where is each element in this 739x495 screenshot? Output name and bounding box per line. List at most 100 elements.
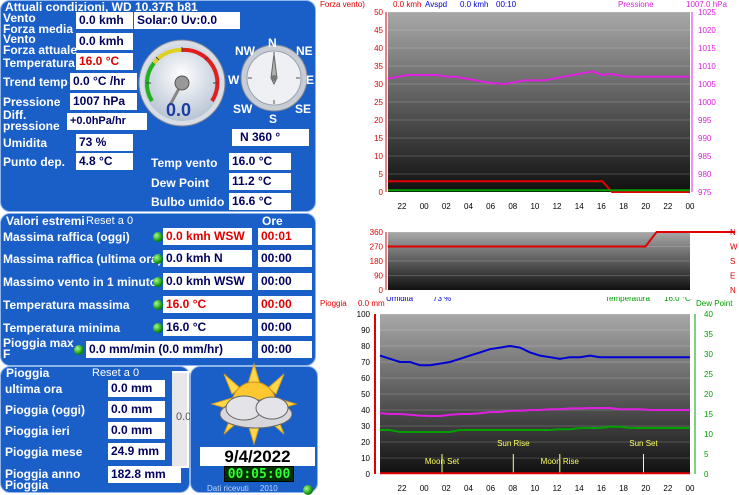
y-left-tick: 0: [366, 470, 371, 479]
y-right-label: E: [730, 272, 735, 281]
y-left-tick: 30: [374, 80, 383, 89]
y-right-tick: 1020: [698, 26, 716, 35]
y-left-tick: 0: [379, 286, 384, 295]
y-left-tick: 180: [370, 257, 384, 266]
y-left-tick: 20: [361, 438, 370, 447]
rain-bar-frame: [172, 371, 189, 468]
x-tick: 00: [686, 202, 695, 211]
extreme-label: Temperatura massima: [3, 298, 130, 312]
chart-header-left: Forza vento): [320, 0, 365, 9]
label-vento-attuale: Vento Forza attuale: [3, 32, 78, 57]
extreme-time: 00:00: [258, 250, 312, 267]
x-tick: 18: [619, 484, 628, 493]
x-tick: 00: [420, 484, 429, 493]
current-conditions-title: Attuali condizioni, WD 10.37R b81: [5, 0, 198, 14]
extreme-led: [153, 254, 163, 264]
extreme-value: 0.0 kmh WSW: [163, 273, 252, 290]
extreme-label: Massima raffica (ultima ora): [3, 252, 162, 266]
y-left-tick: 15: [374, 134, 383, 143]
wet-bulb-value: 16.6 °C: [229, 193, 291, 210]
rain-label: Pioggia mese: [5, 445, 83, 459]
data-received-led: [303, 485, 313, 495]
y-left-tick: 270: [370, 243, 384, 252]
chart-header-avspd: Avspd: [425, 0, 447, 9]
label-diff-pressione: Diff. pressione: [3, 108, 60, 133]
series-line: [388, 180, 690, 193]
y-left-tick: 10: [361, 454, 370, 463]
y-left-tick: 60: [361, 374, 370, 383]
label-vento-media: Vento Forza media: [3, 11, 74, 36]
extreme-time: 00:00: [258, 296, 312, 313]
y-left-tick: 360: [370, 228, 384, 237]
label-umidita: Umidita: [3, 136, 48, 150]
compass-w: W: [228, 73, 240, 87]
rain-reset[interactable]: Reset a 0: [92, 367, 140, 379]
extreme-led: [153, 323, 163, 333]
date-display: 9/4/2022: [200, 447, 315, 466]
extreme-value: 16.0 °C: [163, 296, 252, 313]
extreme-label: Temperatura minima: [3, 321, 121, 335]
chart-header-pressure-label: Pressione: [618, 0, 654, 9]
plot-background: [388, 12, 690, 192]
y-left-tick: 20: [374, 116, 383, 125]
rain-label: Pioggia anno Pioggia: [5, 467, 81, 492]
y-right-label: N: [730, 286, 736, 295]
extreme-time: 00:00: [258, 341, 312, 358]
x-tick: 18: [619, 202, 628, 211]
compass-sw: SW: [233, 102, 253, 116]
extreme-value: 0.0 kmh N: [163, 250, 252, 267]
annotation-label: Moon Set: [425, 457, 460, 466]
y-left-tick: 5: [379, 170, 384, 179]
series-line: [388, 231, 735, 248]
x-tick: 00: [420, 202, 429, 211]
y-right-tick: 0: [704, 470, 709, 479]
chart-header-humidity: Umidita: [386, 297, 414, 303]
series-line: [387, 70, 690, 86]
wind-current-value: 0.0 kmh: [76, 33, 133, 50]
x-tick: 20: [641, 202, 650, 211]
wind-speed-gauge: [138, 39, 226, 127]
compass-ne: NE: [296, 44, 313, 58]
solar-uv-value: Solar:0 Uv:0.0: [134, 12, 240, 29]
x-tick: 10: [530, 484, 539, 493]
extreme-time: 00:00: [258, 273, 312, 290]
wind-compass: [240, 44, 308, 112]
wind-pressure-chart: Forza vento) 0.0 kmh Avspd 0.0 kmh 00:10 Pres…: [320, 0, 727, 211]
extreme-label: Pioggia max F: [3, 336, 74, 361]
y-left-tick: 70: [361, 358, 370, 367]
y-left-tick: 25: [374, 98, 383, 107]
x-tick: 22: [398, 484, 407, 493]
chart-header-speed: 0.0 kmh: [393, 0, 421, 9]
y-left-tick: 10: [374, 152, 383, 161]
series-line: [379, 344, 690, 367]
series-line: [379, 407, 690, 417]
compass-s: S: [269, 112, 278, 126]
extremes-title: Valori estremi: [6, 214, 85, 228]
chart-header-dew: Dew Point: [696, 299, 733, 308]
y-left-tick: 35: [374, 62, 383, 71]
chart-header-temperature: Temperatura: [605, 297, 650, 303]
dewpoint-value: 4.8 °C: [76, 153, 133, 170]
y-right-tick: 1000: [698, 98, 716, 107]
temperature-value: 16.0 °C: [76, 53, 133, 70]
label-trend-temp: Trend temp: [3, 75, 68, 89]
x-tick: 06: [486, 484, 495, 493]
y-right-tick: 40: [704, 310, 713, 319]
x-tick: 00: [686, 484, 695, 493]
y-left-tick: 0: [379, 188, 384, 197]
x-tick: 22: [663, 202, 672, 211]
y-right-tick: 15: [704, 410, 713, 419]
dew-point-value: 11.2 °C: [229, 173, 291, 190]
extremes-reset[interactable]: Reset a 0: [86, 215, 134, 227]
compass-nw: NW: [235, 44, 255, 58]
windchill-value: 16.0 °C: [229, 153, 291, 170]
pressure-diff-value: +0.0hPa/hr: [67, 113, 147, 130]
extremes-ore-title: Ore: [262, 214, 283, 228]
x-tick: 04: [464, 202, 473, 211]
y-right-tick: 35: [704, 330, 713, 339]
y-right-tick: 20: [704, 390, 713, 399]
rain-label: Pioggia ieri: [5, 424, 70, 438]
compass-e: E: [306, 73, 315, 87]
chart-header-rain-value: 0.0 mm: [358, 299, 385, 308]
x-tick: 12: [553, 484, 562, 493]
